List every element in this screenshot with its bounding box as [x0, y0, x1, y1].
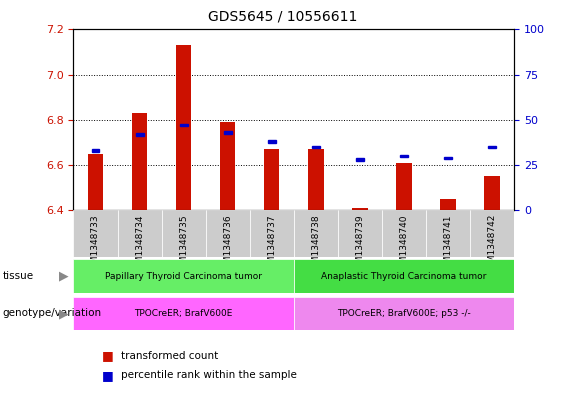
Bar [206, 210, 250, 257]
Bar [338, 210, 382, 257]
Bar [382, 210, 426, 257]
Text: GSM1348733: GSM1348733 [91, 214, 100, 275]
Bar [118, 210, 162, 257]
Text: GSM1348736: GSM1348736 [223, 214, 232, 275]
Bar [352, 208, 368, 210]
Bar [92, 149, 99, 152]
Text: ■: ■ [102, 349, 114, 362]
Text: GSM1348737: GSM1348737 [267, 214, 276, 275]
Text: ▶: ▶ [59, 307, 69, 320]
Bar [250, 210, 294, 257]
Bar [136, 133, 144, 136]
Text: genotype/variation: genotype/variation [3, 309, 102, 318]
Text: GSM1348739: GSM1348739 [355, 214, 364, 275]
Bar [426, 210, 470, 257]
Text: GSM1348735: GSM1348735 [179, 214, 188, 275]
Bar [176, 45, 192, 210]
Bar [73, 297, 294, 330]
Bar [162, 210, 206, 257]
Bar [356, 158, 364, 161]
Bar [444, 157, 452, 159]
Text: ▶: ▶ [59, 270, 69, 283]
Bar [400, 155, 408, 157]
Text: ■: ■ [102, 369, 114, 382]
Text: GSM1348740: GSM1348740 [399, 214, 408, 275]
Text: GSM1348741: GSM1348741 [444, 214, 453, 275]
Text: Anaplastic Thyroid Carcinoma tumor: Anaplastic Thyroid Carcinoma tumor [321, 272, 486, 281]
Text: transformed count: transformed count [121, 351, 219, 361]
Bar [484, 176, 500, 210]
Text: percentile rank within the sample: percentile rank within the sample [121, 370, 297, 380]
Bar [294, 210, 338, 257]
Bar [308, 149, 324, 210]
Text: GSM1348738: GSM1348738 [311, 214, 320, 275]
Text: GSM1348734: GSM1348734 [135, 214, 144, 275]
Text: Papillary Thyroid Carcinoma tumor: Papillary Thyroid Carcinoma tumor [105, 272, 262, 281]
Text: GDS5645 / 10556611: GDS5645 / 10556611 [208, 10, 357, 24]
Bar [440, 199, 456, 210]
Bar [73, 259, 294, 293]
Bar [294, 297, 514, 330]
Text: TPOCreER; BrafV600E: TPOCreER; BrafV600E [134, 309, 233, 318]
Bar [180, 124, 188, 127]
Text: TPOCreER; BrafV600E; p53 -/-: TPOCreER; BrafV600E; p53 -/- [337, 309, 471, 318]
Text: GSM1348742: GSM1348742 [488, 214, 497, 274]
Bar [88, 154, 103, 210]
Bar [132, 113, 147, 210]
Bar [268, 140, 276, 143]
Bar [470, 210, 514, 257]
Bar [224, 131, 232, 134]
Bar [220, 122, 236, 210]
Bar [264, 149, 280, 210]
Bar [312, 146, 320, 148]
Bar [294, 259, 514, 293]
Bar [73, 210, 118, 257]
Bar [396, 163, 412, 210]
Bar [488, 146, 496, 148]
Text: tissue: tissue [3, 271, 34, 281]
